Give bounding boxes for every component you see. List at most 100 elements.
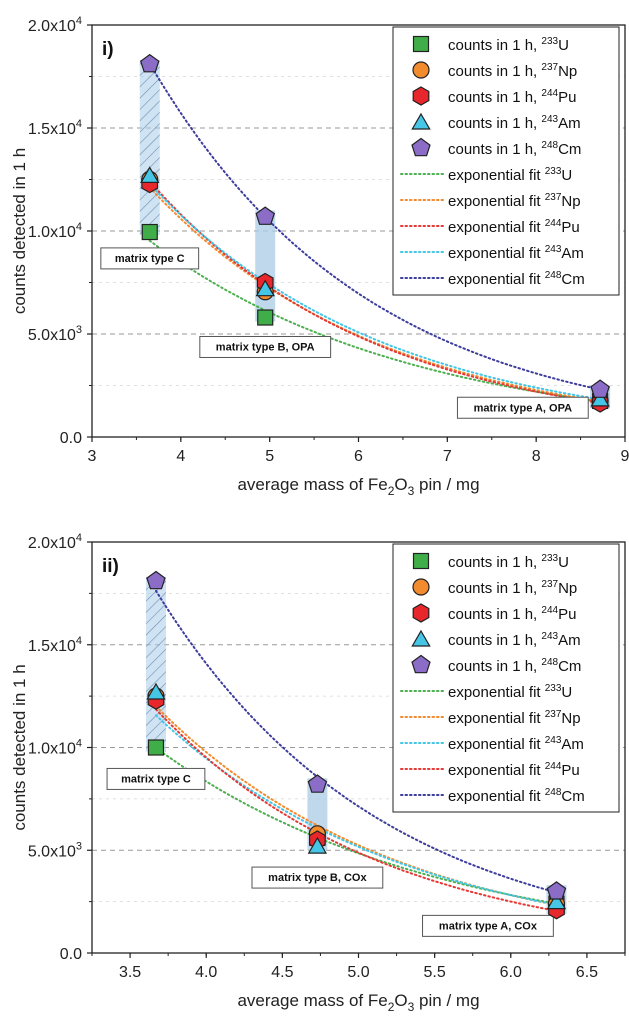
y-tick-label: 5.0x103 [28, 840, 82, 860]
y-tick-mantissa: 1.5x10 [28, 121, 76, 138]
annotation-box [100, 247, 200, 270]
data-point-am [140, 166, 160, 183]
data-point-am [546, 892, 567, 910]
legend-element: Pu [561, 219, 579, 236]
y-tick-mantissa: 5.0x10 [28, 327, 76, 344]
data-point-cm [307, 774, 328, 793]
y-tick-exponent: 4 [76, 15, 82, 27]
legend-text: counts in 1 h, [448, 141, 541, 158]
legend-isotope-mass: 244 [541, 605, 558, 616]
data-point-am [255, 279, 275, 297]
legend-isotope-mass: 233 [545, 683, 562, 694]
legend-isotope-mass: 248 [545, 787, 562, 798]
annotation-label: matrix type B, COx [268, 872, 367, 884]
legend-text: counts in 1 h, [448, 89, 541, 106]
legend-element: U [561, 167, 572, 184]
legend-text: counts in 1 h, [448, 554, 541, 571]
y-tick-mantissa: 1.0x10 [28, 741, 76, 758]
legend-element: Pu [558, 606, 576, 623]
y-tick-mantissa: 2.0x10 [28, 535, 76, 552]
annotation-box [251, 866, 384, 889]
x-label-part: O [394, 991, 407, 1010]
legend-text: counts in 1 h, [448, 658, 541, 675]
x-label-part: O [394, 475, 407, 494]
data-point-am [590, 389, 610, 407]
y-tick-mantissa: 0.0 [60, 946, 82, 963]
legend-marker-np [412, 61, 430, 79]
matrix-band [255, 210, 276, 322]
x-tick-label: 6 [354, 448, 363, 465]
annotation-label: matrix type A, COx [439, 920, 538, 932]
legend-label: counts in 1 h, 237Np [448, 62, 577, 80]
legend-box [392, 543, 620, 813]
legend-label: counts in 1 h, 248Cm [448, 140, 581, 158]
legend-label: exponential fit 237Np [448, 192, 581, 210]
legend-label: counts in 1 h, 244Pu [448, 88, 576, 106]
legend-text: counts in 1 h, [448, 63, 541, 80]
legend-marker-cm [411, 654, 431, 674]
y-tick-exponent: 3 [76, 840, 82, 852]
x-tick-label: 4 [176, 448, 185, 465]
legend-element: Cm [561, 788, 584, 805]
x-tick-label: 6.5 [576, 964, 598, 981]
matrix-band [145, 576, 166, 752]
legend-text: counts in 1 h, [448, 632, 541, 649]
y-tick-label: 1.0x104 [28, 221, 82, 241]
annotation-box [456, 396, 589, 419]
legend-label: counts in 1 h, 237Np [448, 579, 577, 597]
legend-isotope-mass: 237 [545, 709, 562, 720]
legend-isotope-mass: 233 [541, 553, 558, 564]
legend-element: Pu [558, 89, 576, 106]
legend-element: U [558, 554, 569, 571]
x-tick-label: 4.5 [271, 964, 293, 981]
legend-box [392, 26, 620, 296]
y-tick-label: 1.0x104 [28, 738, 82, 758]
legend-element: Cm [558, 658, 581, 675]
panel-label: i) [102, 39, 114, 60]
legend-label: counts in 1 h, 243Am [448, 114, 581, 132]
legend-isotope-mass: 248 [541, 657, 558, 668]
legend-element: Am [558, 115, 581, 132]
x-label-part: pin / mg [414, 991, 479, 1010]
x-tick-label: 9 [621, 448, 629, 465]
data-point-u [141, 223, 158, 241]
legend-isotope-mass: 248 [545, 270, 562, 281]
y-tick-mantissa: 1.0x10 [28, 224, 76, 241]
data-point-u [147, 739, 165, 756]
panel-label: ii) [102, 556, 119, 577]
x-label-sub: 2 [388, 484, 395, 498]
legend-element: Np [558, 63, 577, 80]
data-point-cm [255, 206, 276, 225]
fit-line-pu [155, 708, 558, 912]
fit-line-u [148, 239, 602, 403]
legend-label: exponential fit 243Am [448, 735, 584, 753]
legend-element: Cm [561, 271, 584, 288]
legend-isotope-mass: 244 [541, 88, 558, 99]
y-tick-label: 1.5x104 [28, 635, 82, 655]
y-tick-label: 0.0 [60, 430, 82, 447]
y-axis-label: counts detected in 1 h [10, 664, 29, 830]
y-tick-exponent: 4 [76, 532, 82, 544]
data-point-u [257, 309, 274, 326]
x-label-part: average mass of Fe [237, 991, 387, 1010]
legend-label: exponential fit 244Pu [448, 218, 580, 236]
data-point-am [146, 682, 166, 700]
legend-marker-am [411, 629, 431, 647]
legend-label: counts in 1 h, 233U [448, 553, 569, 571]
y-tick-exponent: 3 [76, 324, 82, 336]
legend-text: exponential fit [448, 219, 545, 236]
x-tick-label: 3 [88, 448, 97, 465]
annotation-box [422, 914, 554, 937]
x-tick-label: 5.0 [347, 964, 369, 981]
y-tick-label: 2.0x104 [28, 532, 82, 552]
x-tick-label: 6.0 [500, 964, 522, 981]
x-tick-label: 8 [532, 448, 541, 465]
y-tick-exponent: 4 [76, 118, 82, 130]
legend-isotope-mass: 243 [545, 244, 562, 255]
legend-isotope-mass: 237 [545, 192, 562, 203]
legend-marker-np [412, 578, 430, 596]
x-tick-label: 5 [265, 448, 274, 465]
legend-element: Am [558, 632, 581, 649]
legend-text: counts in 1 h, [448, 606, 541, 623]
y-tick-mantissa: 0.0 [60, 430, 82, 447]
